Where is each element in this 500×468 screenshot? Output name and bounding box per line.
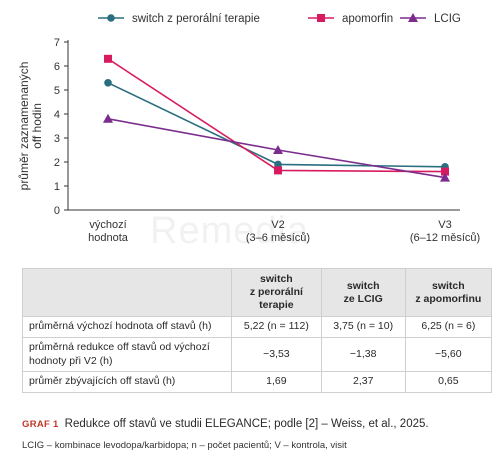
series-line-1 — [107, 58, 446, 173]
table-header-oral: switch z perorální terapie — [231, 267, 322, 318]
row-label: průměrná redukce off stavů od výchozí ho… — [22, 337, 232, 373]
results-table-container: switch z perorální terapie switch ze LCIG s… — [22, 267, 493, 393]
table-row: průměr zbývajících off stavů (h) 1,69 2,… — [22, 371, 493, 393]
y-tick-label: 4 — [54, 109, 60, 121]
y-tick-label: 2 — [54, 157, 60, 169]
data-point-2 — [440, 172, 450, 182]
x-tick-label: V2 (3–6 měsíců) — [246, 219, 310, 244]
data-point-2 — [273, 145, 283, 154]
data-point-1 — [104, 54, 112, 63]
table-cell: 3,75 (n = 10) — [320, 316, 406, 339]
table-cell: −1,38 — [320, 337, 406, 373]
chart-svg: 0 1 2 3 4 5 6 7 průměr zaznamenanýchoff hodin výc… — [17, 13, 480, 244]
y-axis-label: průměr zaznamenanýchoff hodin — [17, 62, 44, 191]
data-point-2 — [103, 113, 113, 123]
y-tick-label: 5 — [54, 85, 60, 97]
row-label: průměrná výchozí hodnota off stavů (h) — [22, 316, 232, 339]
table-row: průměrná redukce off stavů od výchozí ho… — [22, 337, 493, 373]
y-tick-label: 7 — [54, 37, 60, 49]
y-tick-label: 0 — [54, 205, 60, 217]
table-cell: 0,65 — [404, 371, 493, 393]
table-cell: 5,22 (n = 112) — [231, 316, 322, 339]
legend-marker — [408, 13, 418, 22]
data-point-0 — [274, 160, 282, 169]
table-cell: −3,53 — [231, 337, 322, 373]
table-cell: 6,25 (n = 6) — [404, 316, 493, 339]
watermark-logo: Remedia — [150, 210, 310, 252]
legend-marker — [107, 14, 115, 22]
legend-label: LCIG — [434, 13, 461, 25]
legend-label: apomorfin — [342, 13, 393, 25]
y-tick-label: 6 — [54, 61, 60, 73]
x-tick-label: výchozí hodnota — [88, 219, 129, 244]
y-tick-label: 3 — [54, 133, 60, 145]
table-header-apomorphine: switch z apomorfinu — [404, 267, 493, 318]
table-row: průměrná výchozí hodnota off stavů (h) 5… — [22, 316, 493, 339]
caption-title: Redukce off stavů ve studii ELEGANCE; po… — [64, 418, 429, 430]
table-header-empty — [22, 267, 232, 318]
legend-label: switch z perorální terapie — [132, 13, 260, 25]
line-chart: 0 1 2 3 4 5 6 7 průměr zaznamenanýchoff hodin výc… — [17, 13, 480, 244]
results-table: switch z perorální terapie switch ze LCIG s… — [22, 267, 493, 393]
graph-number-label: GRAF 1 — [22, 419, 59, 430]
data-point-0 — [104, 79, 112, 87]
footnote: LCIG – kombinace levodopa/karbidopa; n –… — [22, 440, 347, 451]
table-cell: 1,69 — [231, 371, 322, 393]
data-point-1 — [441, 167, 449, 176]
legend-marker — [317, 14, 325, 22]
data-point-1 — [274, 166, 282, 175]
x-tick-label: V3 (6–12 měsíců) — [410, 219, 480, 244]
y-tick-label: 1 — [54, 181, 60, 193]
row-label: průměr zbývajících off stavů (h) — [22, 371, 232, 393]
table-header-lcig: switch ze LCIG — [320, 267, 406, 318]
table-header-row: switch z perorální terapie switch ze LCIG s… — [22, 267, 493, 318]
table-cell: 2,37 — [320, 371, 406, 393]
table-cell: −5,60 — [404, 337, 493, 373]
figure-caption: GRAF 1 Redukce off stavů ve studii ELEGAN… — [22, 418, 497, 430]
series-line-0 — [107, 82, 446, 168]
